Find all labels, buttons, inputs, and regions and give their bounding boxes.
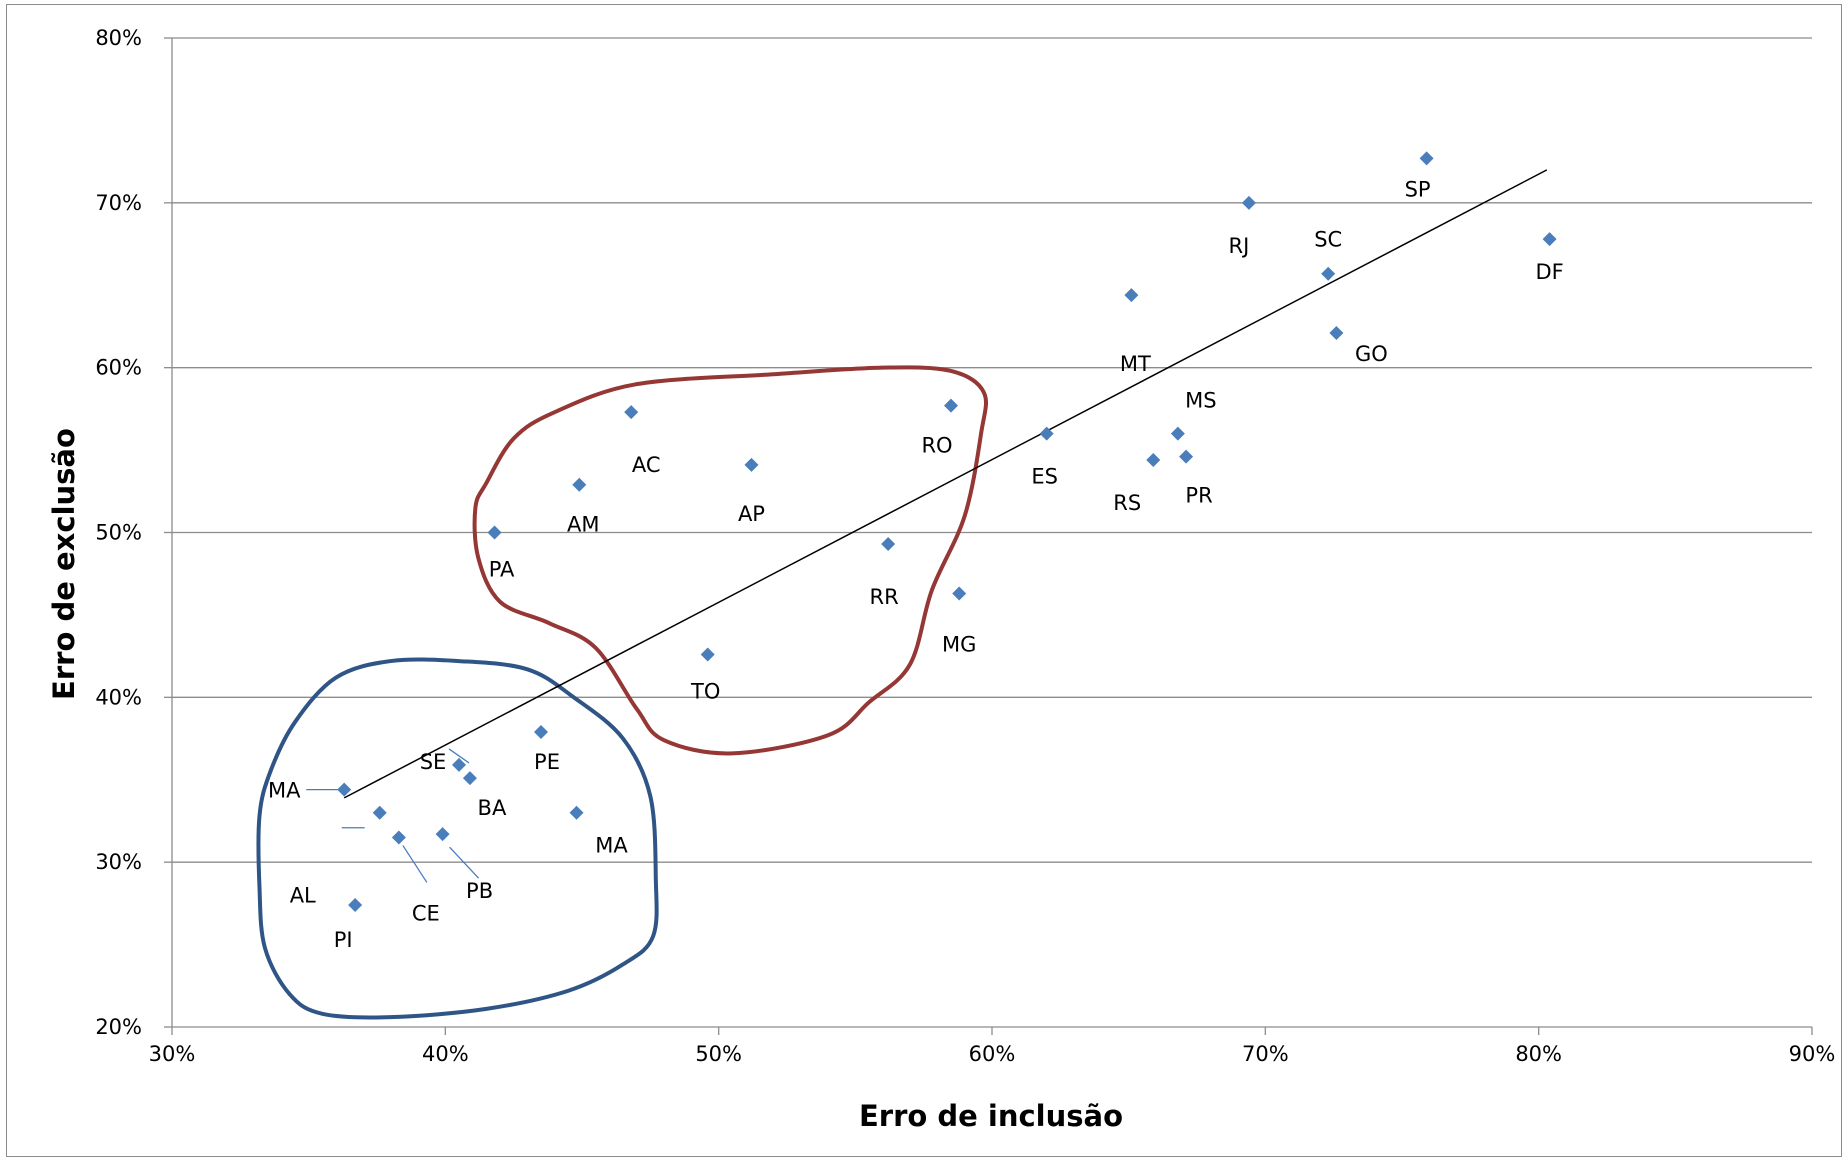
axes bbox=[164, 37, 1813, 1035]
x-tick-label: 40% bbox=[422, 1042, 469, 1066]
x-axis-title: Erro de inclusão bbox=[859, 1099, 1123, 1133]
point-label: PB bbox=[466, 879, 493, 903]
x-tick-label: 50% bbox=[695, 1042, 742, 1066]
data-point bbox=[1179, 449, 1194, 464]
group-outline bbox=[472, 365, 988, 756]
data-point bbox=[462, 771, 477, 786]
point-label: BA bbox=[478, 796, 507, 820]
data-point bbox=[1124, 288, 1139, 303]
data-point bbox=[487, 525, 502, 540]
point-label: MG bbox=[942, 632, 976, 656]
data-point bbox=[372, 805, 387, 820]
point-label: PR bbox=[1185, 484, 1212, 508]
y-tick-label: 30% bbox=[95, 850, 142, 874]
data-point bbox=[1542, 232, 1557, 247]
data-point bbox=[1039, 426, 1054, 441]
data-point bbox=[435, 827, 450, 842]
data-point bbox=[569, 805, 584, 820]
point-label: MA bbox=[268, 779, 301, 803]
x-tick-label: 80% bbox=[1515, 1042, 1562, 1066]
tick-labels: 30% 40% 50% 60% 70% 80% 90% 20% 30% 40% 50% 60% 70% 8… bbox=[95, 26, 1835, 1066]
point-label: RS bbox=[1113, 491, 1141, 515]
y-tick-label: 20% bbox=[95, 1015, 142, 1039]
data-point bbox=[952, 586, 967, 601]
point-label: RR bbox=[870, 585, 899, 609]
data-point bbox=[944, 398, 958, 413]
point-label: AM bbox=[567, 513, 599, 537]
data-point bbox=[1146, 452, 1161, 467]
point-label: MA bbox=[595, 834, 628, 858]
point-label: SC bbox=[1314, 228, 1342, 252]
data-point bbox=[881, 537, 896, 552]
data-point bbox=[700, 647, 715, 662]
point-label: SP bbox=[1405, 177, 1431, 201]
point-label: TO bbox=[690, 679, 720, 703]
point-label: PA bbox=[489, 558, 515, 582]
data-point bbox=[1321, 266, 1336, 281]
point-label: ES bbox=[1031, 465, 1058, 489]
x-tick-label: 30% bbox=[149, 1042, 196, 1066]
y-tick-label: 40% bbox=[95, 685, 142, 709]
leader-lines bbox=[306, 748, 480, 883]
x-tick-label: 70% bbox=[1242, 1042, 1289, 1066]
point-labels: MA AL CE PB PI SE BA PE MA PA AM AC AP TO RR MG RO ES MT RS… bbox=[268, 177, 1564, 952]
data-point bbox=[744, 457, 759, 472]
y-tick-label: 50% bbox=[95, 521, 142, 545]
leader-line bbox=[402, 845, 428, 883]
data-points bbox=[337, 151, 1557, 913]
point-label: DF bbox=[1535, 260, 1563, 284]
y-tick-label: 70% bbox=[95, 191, 142, 215]
data-point bbox=[572, 477, 587, 492]
point-label: CE bbox=[412, 901, 440, 925]
point-label: MS bbox=[1185, 389, 1216, 413]
leader-line bbox=[448, 748, 470, 764]
data-point bbox=[1241, 195, 1256, 210]
chart-frame bbox=[6, 4, 1842, 1157]
point-label: RO bbox=[921, 434, 952, 458]
group-outline bbox=[256, 657, 659, 1020]
point-label: SE bbox=[420, 750, 447, 774]
point-label: PI bbox=[334, 928, 353, 952]
point-label: AP bbox=[738, 502, 765, 526]
y-tick-label: 80% bbox=[95, 26, 142, 50]
point-label: AC bbox=[632, 453, 661, 477]
data-point bbox=[1170, 426, 1185, 441]
data-point bbox=[348, 898, 363, 913]
y-axis-title: Erro de exclusão bbox=[47, 428, 81, 700]
data-point bbox=[1419, 151, 1434, 166]
data-point bbox=[624, 405, 639, 420]
gridlines bbox=[172, 37, 1812, 863]
data-point bbox=[534, 724, 548, 739]
point-label: MT bbox=[1120, 352, 1151, 376]
point-label: PE bbox=[534, 750, 560, 774]
leader-line bbox=[449, 846, 480, 879]
point-label: AL bbox=[290, 884, 316, 908]
point-label: RJ bbox=[1229, 234, 1250, 258]
data-point bbox=[1329, 326, 1344, 341]
trendline-segment bbox=[343, 169, 1548, 799]
group-outlines bbox=[256, 365, 988, 1020]
x-tick-label: 90% bbox=[1789, 1042, 1836, 1066]
data-point bbox=[337, 782, 352, 797]
data-point bbox=[452, 757, 466, 772]
y-tick-label: 60% bbox=[95, 356, 142, 380]
x-tick-label: 60% bbox=[969, 1042, 1016, 1066]
data-point bbox=[391, 830, 406, 845]
trendline bbox=[343, 169, 1548, 799]
point-label: GO bbox=[1355, 342, 1388, 366]
